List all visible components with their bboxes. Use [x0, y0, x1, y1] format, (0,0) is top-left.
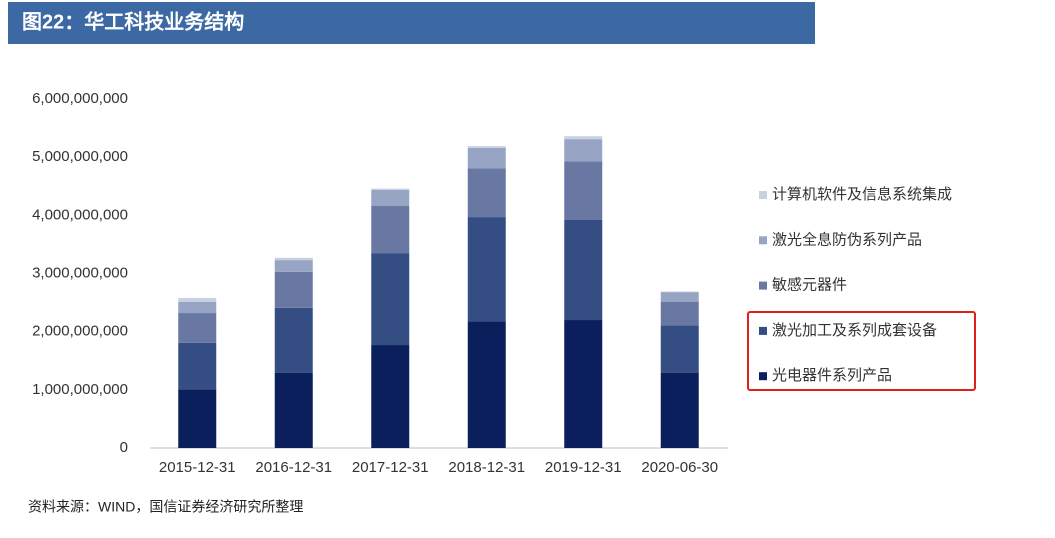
bar-segment	[467, 146, 506, 148]
legend-swatch	[759, 281, 767, 290]
x-tick-label: 2019-12-31	[545, 459, 622, 476]
bar-segment	[371, 206, 410, 254]
y-tick-label: 0	[120, 439, 128, 456]
bar-segment	[660, 291, 699, 293]
source-note: 资料来源：WIND，国信证券经济研究所整理	[28, 499, 303, 515]
legend-label: 激光全息防伪系列产品	[772, 230, 922, 248]
bar-segment	[274, 257, 313, 261]
legend-label: 敏感元器件	[772, 277, 847, 294]
x-tick-label: 2016-12-31	[255, 459, 332, 476]
y-tick-label: 6,000,000,000	[32, 90, 128, 107]
bar-segment	[660, 292, 699, 303]
bar-segment	[467, 147, 506, 169]
bar-segment	[564, 139, 603, 162]
y-tick-label: 5,000,000,000	[32, 148, 128, 165]
bar-segment	[467, 321, 506, 448]
y-tick-label: 3,000,000,000	[32, 264, 128, 281]
title-bar	[8, 2, 815, 44]
bar-segment	[564, 136, 603, 140]
bar-segment	[371, 253, 410, 346]
bar-segment	[660, 302, 699, 326]
bar-segment	[371, 345, 410, 448]
legend-swatch	[759, 236, 767, 245]
legend-swatch	[759, 326, 767, 335]
bar-segment	[371, 189, 410, 207]
legend-swatch	[759, 372, 767, 381]
legend-label: 计算机软件及信息系统集成	[772, 185, 952, 203]
legend-swatch	[759, 191, 767, 199]
legend-label: 光电器件系列产品	[772, 367, 892, 384]
bar-segment	[178, 297, 217, 303]
bar-segment	[178, 302, 217, 314]
x-tick-label: 2020-06-30	[641, 459, 718, 476]
bar-segment	[564, 219, 603, 321]
bar-segment	[371, 188, 410, 190]
bar-segment	[178, 342, 217, 390]
highlight-box	[747, 311, 976, 391]
bar-segment	[467, 168, 506, 218]
bar-segment	[274, 271, 313, 308]
bar-segment	[660, 325, 699, 373]
y-tick-label: 1,000,000,000	[32, 381, 128, 398]
x-tick-label: 2017-12-31	[352, 459, 429, 476]
bar-segment	[467, 217, 506, 322]
bar-segment	[660, 372, 699, 448]
y-tick-label: 4,000,000,000	[32, 206, 128, 223]
bar-segment	[274, 260, 313, 272]
x-tick-label: 2018-12-31	[448, 459, 525, 476]
bar-segment	[564, 320, 603, 448]
x-tick-label: 2015-12-31	[159, 459, 236, 476]
bar-segment	[178, 389, 217, 448]
y-tick-label: 2,000,000,000	[32, 323, 128, 340]
bar-segment	[564, 161, 603, 220]
bar-segment	[274, 372, 313, 448]
bar-segment	[274, 307, 313, 373]
bar-segment	[178, 313, 217, 343]
legend-label: 激光加工及系列成套设备	[772, 322, 937, 339]
chart-title: 图22：华工科技业务结构	[22, 9, 244, 33]
